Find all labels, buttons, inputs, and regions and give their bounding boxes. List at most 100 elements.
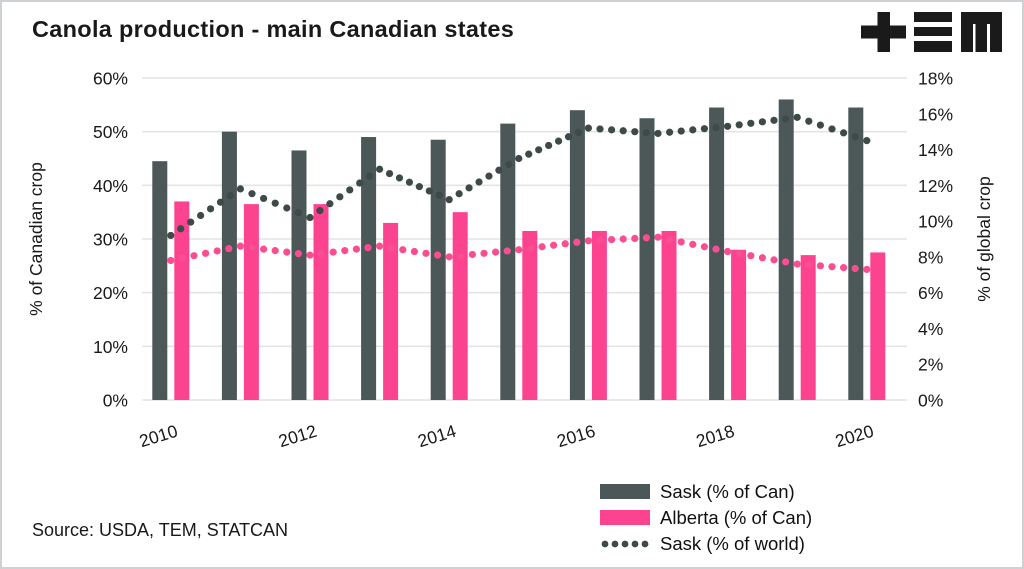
dot-pink-dotted [329,248,337,256]
tem-logo [861,12,1002,52]
y-tick-left-30%: 30% [93,230,128,250]
dot-sask-world [584,124,593,132]
dot-sask-world [505,160,513,168]
dot-pink-dotted [677,238,685,246]
dot-sask-world [700,125,709,133]
y-tick-right-12%: 12% [918,176,953,196]
bar-sask-2015 [500,123,516,400]
dot-pink-dotted [561,240,569,248]
legend-label: Alberta (% of Can) [660,506,813,528]
legend-item-alberta: Alberta (% of Can) [600,507,812,528]
dot-pink-dotted [816,262,825,270]
dot-pink-dotted [225,244,233,253]
dot-pink-dotted [271,247,279,255]
dot-pink-dotted [294,250,302,258]
dot-sask-world [356,179,364,187]
dot-pink-dotted [793,260,801,268]
legend-label: Sask (% of Can) [660,480,795,502]
dot-sask-world [366,172,374,180]
dot-pink-dotted [376,242,384,250]
dot-sask-world [271,199,279,207]
y-tick-right-14%: 14% [918,140,953,160]
dot-sask-world [770,116,778,124]
x-tick-2016: 2016 [554,421,597,452]
dot-sask-world [294,209,302,217]
source-note: Source: USDA, TEM, STATCAN [32,520,289,540]
dot-pink-dotted [178,254,186,262]
dot-sask-world [724,122,732,130]
x-tick-2010: 2010 [137,421,180,452]
dot-sask-world [485,172,493,180]
y-tick-right-16%: 16% [918,104,953,124]
dot-sask-world [631,128,639,136]
dot-sask-world [465,184,473,192]
right-axis-title: % of global crop [974,176,994,302]
dot-pink-dotted [619,235,627,243]
y-tick-right-6%: 6% [918,283,943,303]
dot-sask-world [177,225,185,233]
dot-pink-dotted [213,247,221,255]
dot-sask-world [793,113,801,121]
bar-sask-2010 [152,161,168,400]
dot-sask-world [435,191,443,199]
bar-alberta-2016 [591,230,607,400]
dot-pink-dotted [747,252,755,260]
dot-pink-dotted [573,238,581,246]
dot-sask-world [336,193,344,201]
y-tick-right-8%: 8% [918,247,943,267]
dot-sask-world [642,128,651,137]
dot-pink-dotted [724,247,732,256]
dot-pink-dotted [341,247,349,255]
legend-item-sask: Sask (% of Can) [600,481,812,502]
bar-alberta-2014 [452,212,468,400]
dot-sask-world [316,207,324,215]
dot-sask-world [326,200,334,208]
dot-pink-dotted [248,244,256,252]
chart-title: Canola production - main Canadian states [32,16,515,42]
dot-pink-dotted [492,248,500,256]
y-tick-left-60%: 60% [93,69,128,89]
dot-sask-world [167,231,175,240]
dot-sask-world [415,183,423,191]
dot-sask-world [495,166,503,174]
bar-alberta-2018 [731,249,747,400]
dot-pink-dotted [387,244,395,252]
dot-pink-dotted [190,252,198,260]
dot-sask-world [545,141,553,150]
dot-pink-dotted [503,247,511,255]
dot-pink-dotted [596,236,604,244]
bar-sask-2017 [639,118,655,400]
y-tick-left-10%: 10% [93,337,128,357]
dot-sask-world [226,191,235,200]
dot-sask-world [405,178,414,186]
dot-pink-dotted [608,235,616,244]
legend-item-sask: Sask (% of world) [600,533,812,554]
dot-sask-world [515,154,523,163]
legend-swatch-dotted [601,540,649,548]
dot-sask-world [554,137,563,145]
dot-pink-dotted [457,252,465,260]
dot-pink-dotted [364,244,372,252]
bar-alberta-2017 [661,230,677,400]
y-tick-left-0%: 0% [103,391,128,411]
dot-sask-world [283,204,291,212]
bar-sask-2014 [430,139,446,400]
dot-sask-world [654,129,662,138]
dot-pink-dotted [840,264,848,272]
bar-alberta-2019 [800,255,816,400]
dot-pink-dotted [236,242,244,250]
dot-sask-world [666,128,674,136]
y-tick-left-50%: 50% [93,122,128,142]
x-tick-2020: 2020 [833,421,876,452]
bar-alberta-2020 [870,252,886,400]
dot-sask-world [425,187,433,195]
dot-pink-dotted [538,243,546,251]
dot-pink-dotted [805,261,813,269]
dot-pink-dotted [584,237,593,245]
dot-sask-world [816,121,825,129]
bar-sask-2012 [291,150,307,400]
dot-sask-world [805,117,813,125]
dot-pink-dotted [399,246,407,254]
y-tick-right-10%: 10% [918,212,953,232]
